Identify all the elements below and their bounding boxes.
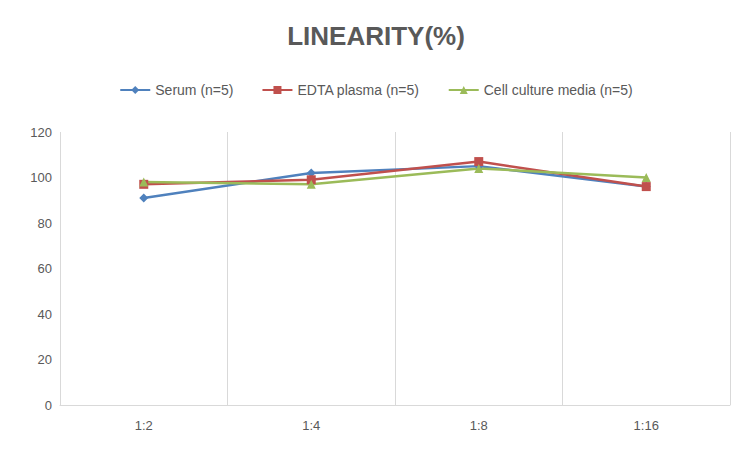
svg-text:40: 40	[38, 307, 52, 322]
svg-text:Serum (n=5): Serum (n=5)	[155, 82, 233, 98]
svg-text:60: 60	[38, 261, 52, 276]
svg-text:120: 120	[30, 125, 52, 140]
svg-text:Cell culture media (n=5): Cell culture media (n=5)	[484, 82, 633, 98]
svg-text:0: 0	[45, 398, 52, 413]
svg-text:100: 100	[30, 170, 52, 185]
svg-text:1:8: 1:8	[470, 418, 488, 433]
svg-text:1:16: 1:16	[634, 418, 659, 433]
svg-text:1:2: 1:2	[135, 418, 153, 433]
svg-text:80: 80	[38, 216, 52, 231]
svg-text:LINEARITY(%): LINEARITY(%)	[287, 21, 465, 51]
svg-text:20: 20	[38, 352, 52, 367]
svg-text:EDTA plasma (n=5): EDTA plasma (n=5)	[297, 82, 419, 98]
svg-text:1:4: 1:4	[302, 418, 320, 433]
